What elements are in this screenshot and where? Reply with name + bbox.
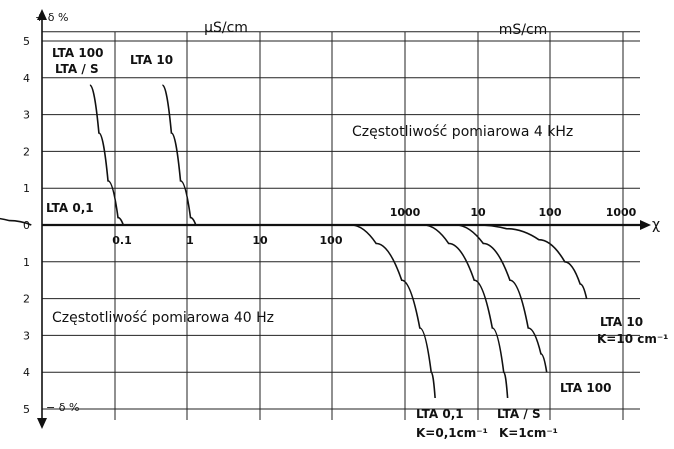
x-axis-arrow (640, 220, 651, 230)
curve-lta-10-k-10-cm- (477, 224, 588, 299)
curve-label-lta10-bottom-line2: K=10 cm⁻¹ (597, 332, 668, 346)
curve-label-lta100-top-line2: LTA / S (55, 62, 99, 76)
y-tick-label: 2 (23, 293, 30, 306)
curve-label-lta100-bottom: LTA 100 (560, 381, 611, 395)
y-tick-label: 3 (23, 109, 30, 122)
x-tick-label-upper: 10 (470, 206, 486, 219)
y-tick-label: 4 (23, 72, 30, 85)
y-tick-label: 5 (23, 403, 30, 416)
curve-label-lta01-bottom-line2: K=0,1cm⁻¹ (416, 426, 488, 440)
curve-label-ltas-bottom-line1: LTA / S (497, 407, 541, 421)
x-tick-label-lower: 10 (252, 234, 268, 247)
x-tick-label-upper: 100 (539, 206, 562, 219)
x-axis-symbol: χ (652, 217, 660, 233)
curve-lta-0-1 (0, 217, 32, 226)
curve-label-ltas-bottom-line2: K=1cm⁻¹ (499, 426, 558, 440)
y-axis-top-label: + δ % (35, 11, 68, 24)
y-tick-label: 0 (23, 219, 30, 232)
curve-lta-100 (455, 224, 548, 373)
x-tick-label-upper: 1000 (390, 206, 421, 219)
x-tick-label-lower: 100 (320, 234, 343, 247)
unit-label-left: µS/cm (204, 20, 248, 36)
y-tick-label: 5 (23, 35, 30, 48)
curve-lta-100-lta-s (89, 84, 125, 226)
chart-labels: Częstotliwość pomiarowa 4 kHz Częstotliwo… (46, 46, 668, 440)
chart-curves (0, 84, 588, 399)
y-axis-arrow-down (37, 418, 47, 429)
curve-label-lta10-top: LTA 10 (130, 53, 173, 67)
annotation-40hz: Częstotliwość pomiarowa 40 Hz (52, 310, 274, 326)
x-tick-label-lower: 0.1 (112, 234, 132, 247)
curve-label-lta100-top-line1: LTA 100 (52, 46, 103, 60)
y-axis-bottom-label: − δ % (46, 401, 79, 414)
curve-label-lta01-top: LTA 0,1 (46, 201, 94, 215)
y-axis-arrow-up (37, 9, 47, 20)
curve-lta-10 (161, 84, 197, 226)
y-tick-label: 1 (23, 182, 30, 195)
curve-lta-0-1-k-0-1-cm- (350, 224, 436, 399)
y-tick-label: 3 (23, 329, 30, 342)
annotation-4khz: Częstotliwość pomiarowa 4 kHz (352, 124, 573, 140)
curve-label-lta10-bottom-line1: LTA 10 (600, 315, 643, 329)
curve-lta-s-k-1-cm- (423, 224, 509, 399)
curve-label-lta01-bottom-line1: LTA 0,1 (416, 407, 464, 421)
y-tick-label: 2 (23, 145, 30, 158)
y-tick-label: 4 (23, 366, 30, 379)
x-tick-label-lower: 1 (186, 234, 194, 247)
x-tick-label-upper: 1000 (606, 206, 637, 219)
y-tick-label: 1 (23, 256, 30, 269)
unit-label-right: mS/cm (499, 22, 548, 38)
